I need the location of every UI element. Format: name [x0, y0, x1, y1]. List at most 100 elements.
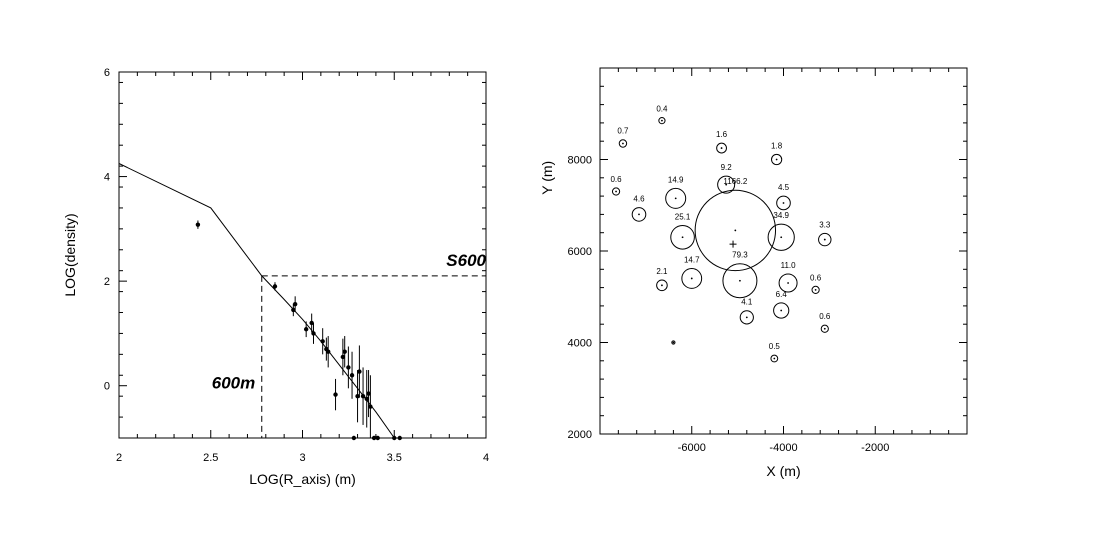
data-point [309, 320, 314, 326]
detector-center [773, 357, 776, 360]
detector-center [823, 238, 826, 241]
detector-center [745, 316, 748, 319]
detector-center [615, 190, 617, 193]
data-point [364, 396, 369, 401]
data-point [292, 301, 298, 307]
detector-bubble [811, 285, 820, 294]
detector-value-label: 0.6 [610, 175, 622, 184]
detector-value-label: 0.7 [617, 127, 629, 136]
data-point [272, 284, 278, 289]
detector-center [823, 327, 826, 330]
detector-bubble [776, 195, 791, 211]
y-tick-label: 4 [104, 172, 110, 184]
y-tick-label: 4000 [568, 338, 592, 350]
right-y-axis-label: Y (m) [539, 161, 555, 195]
detector-center [734, 229, 737, 232]
detector-value-label: 11.0 [781, 261, 797, 270]
detector-value-label: 2.1 [656, 267, 668, 276]
detector-center [782, 202, 785, 204]
right-axis-ticks [599, 67, 968, 435]
detector-bubble [716, 142, 727, 154]
detector-bubble [631, 207, 647, 222]
detector-bubble [773, 302, 790, 319]
detector-center [780, 309, 783, 312]
data-point [375, 435, 380, 441]
data-point [346, 365, 351, 370]
detector-bubble [671, 340, 676, 345]
detector-value-label: 4.6 [633, 195, 645, 204]
data-point [366, 391, 371, 396]
data-point [303, 327, 309, 332]
data-point [392, 435, 397, 441]
detector-center [814, 288, 817, 291]
s600-annotation: S600 [446, 251, 486, 270]
detector-bubble [770, 354, 779, 363]
footprint-map-plot: -6000 -4000 -2000 2000 4000 6000 8000 0.4 0.7 1.… [539, 67, 968, 479]
detector-value-label: 1166.2 [723, 177, 747, 186]
detector-bubble [820, 324, 829, 333]
detector-value-label: 0.6 [810, 273, 822, 282]
detector-center [672, 341, 675, 344]
data-point [371, 435, 377, 441]
data-point [360, 393, 366, 399]
ldf-fit-curve [118, 163, 395, 439]
detector-value-label: 4.1 [741, 298, 753, 307]
detector-value-label: 3.3 [819, 220, 831, 229]
y-tick-label: 2 [104, 276, 110, 288]
x-tick-label: 2.5 [203, 452, 218, 464]
detector-value-label: 9.2 [721, 163, 733, 172]
detector-center [681, 236, 684, 239]
left-axis-ticks [118, 71, 487, 439]
detector-bubble [722, 263, 758, 299]
left-tick-labels: 2 2.5 3 3.5 4 0 2 4 6 [104, 67, 489, 464]
data-point [325, 349, 331, 354]
detector-bubble [771, 153, 783, 166]
detector-value-label: 6.4 [776, 290, 788, 299]
y-tick-label: 2000 [568, 429, 592, 441]
detector-center [622, 142, 624, 145]
detector-center [720, 147, 723, 149]
x-tick-label: -6000 [678, 442, 706, 454]
data-point [342, 349, 347, 354]
detector-bubble [739, 310, 754, 325]
y-tick-label: 0 [104, 381, 110, 393]
600m-annotation: 600m [212, 373, 255, 392]
x-tick-label: 2 [116, 452, 122, 464]
detector-bubble [681, 268, 703, 289]
detector-bubble [717, 175, 736, 194]
detector-bubble [670, 224, 695, 250]
detector-bubble [694, 189, 777, 272]
detector-center [661, 284, 663, 287]
detector-bubble [611, 187, 621, 196]
detector-value-label: 14.7 [684, 256, 700, 265]
detector-value-label: 79.3 [732, 251, 748, 260]
core-marker [729, 240, 737, 248]
detector-center [780, 236, 783, 239]
right-x-axis-label: X (m) [766, 463, 800, 479]
detector-bubble [618, 139, 628, 148]
detector-value-label: 0.6 [819, 312, 831, 321]
detector-center [739, 279, 741, 282]
detector-center [775, 158, 778, 161]
detector-bubble [767, 223, 795, 251]
density-points [195, 220, 402, 441]
data-point [195, 222, 201, 227]
right-plot-frame [599, 67, 968, 435]
data-point [349, 373, 355, 378]
detector-center [674, 197, 677, 200]
data-point [333, 392, 338, 397]
data-point [351, 435, 357, 441]
y-tick-label: 6000 [568, 246, 592, 258]
detector-bubble [778, 273, 798, 293]
x-tick-label: 3 [299, 452, 305, 464]
detector-value-label: 1.8 [771, 141, 783, 150]
detector-center [787, 282, 789, 284]
detector-value-label: 1.6 [716, 130, 728, 139]
left-plot-frame [118, 71, 487, 439]
x-tick-label: 3.5 [387, 452, 402, 464]
detector-value-label: 34.9 [773, 211, 789, 220]
detector-value-label: 25.1 [675, 212, 691, 221]
detector-value-label: 14.9 [668, 175, 684, 184]
